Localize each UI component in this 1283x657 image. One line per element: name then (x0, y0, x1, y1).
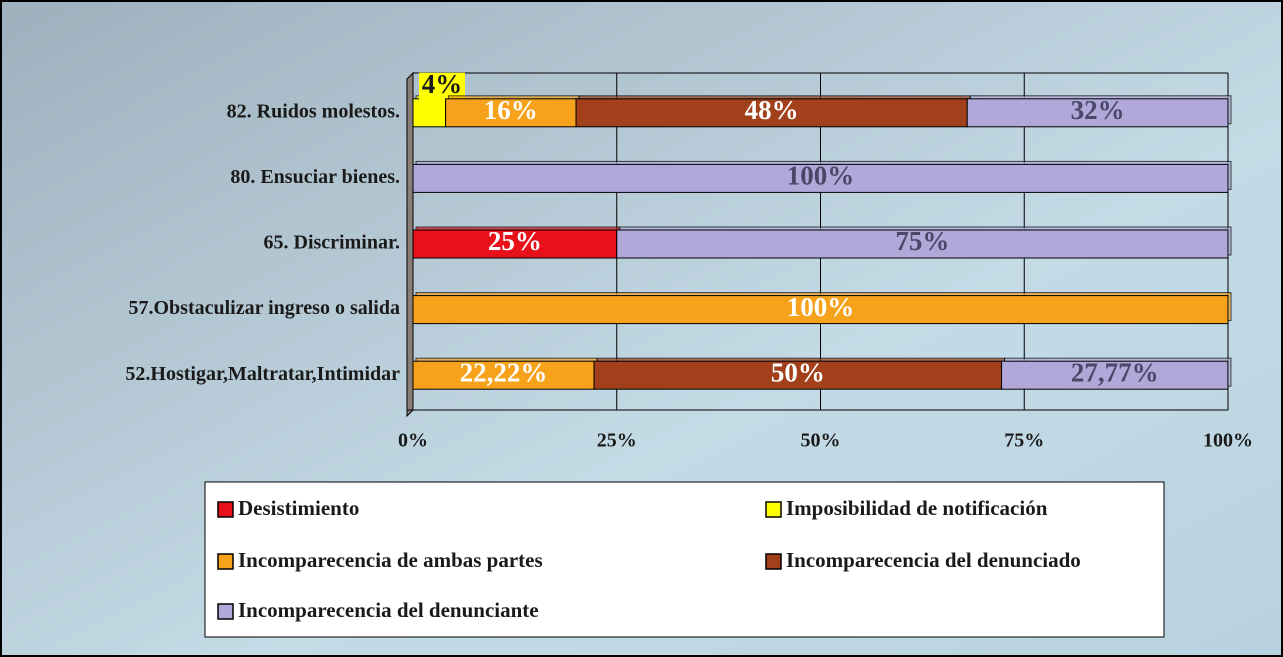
y-tick-label: 57.Obstaculizar ingreso o salida (128, 297, 400, 319)
bar-segment (412, 98, 447, 128)
value-label: 100% (787, 292, 855, 322)
legend-swatch (765, 553, 782, 570)
bar-segment (445, 98, 577, 128)
y-tick-label: 52.Hostigar,Maltratar,Intimidar (125, 363, 400, 385)
value-label: 27,77% (1071, 357, 1159, 387)
x-tick-label: 75% (1004, 430, 1044, 452)
value-label: 50% (771, 357, 825, 387)
bar-segment (412, 360, 595, 390)
bar-segment (593, 360, 1003, 390)
bar-segment (616, 229, 1229, 259)
side-wall (406, 71, 414, 418)
legend-swatch (217, 501, 234, 518)
legend-swatch (217, 553, 234, 570)
value-label: 48% (745, 95, 799, 125)
value-label: 25% (488, 226, 542, 256)
legend-label: Desistimiento (238, 496, 359, 520)
legend (204, 481, 1165, 638)
value-label: 75% (895, 226, 949, 256)
bar-segment (575, 98, 968, 128)
value-label: 100% (787, 161, 855, 191)
bar-segment (1001, 360, 1229, 390)
y-tick-label: 82. Ruidos molestos. (227, 100, 400, 122)
y-tick-label: 65. Discriminar. (264, 232, 400, 254)
bar-segment (412, 295, 1229, 325)
legend-label: Incomparecencia del denunciante (238, 598, 539, 622)
x-tick-label: 0% (398, 430, 428, 452)
legend-label: Incomparecencia del denunciado (786, 548, 1081, 572)
value-label: 4% (422, 69, 463, 99)
x-tick-label: 100% (1203, 430, 1253, 452)
y-tick-label: 80. Ensuciar bienes. (230, 166, 400, 188)
bar-segment (966, 98, 1229, 128)
value-label: 22,22% (460, 357, 548, 387)
value-label: 32% (1071, 95, 1125, 125)
x-tick-label: 50% (801, 430, 841, 452)
bar-segment (412, 163, 1229, 193)
bar-segment (412, 229, 618, 259)
value-label: 16% (484, 95, 538, 125)
legend-swatch (765, 501, 782, 518)
legend-swatch (217, 603, 234, 620)
x-tick-label: 25% (597, 430, 637, 452)
legend-label: Imposibilidad de notificación (786, 496, 1048, 520)
legend-label: Incomparecencia de ambas partes (238, 548, 543, 572)
